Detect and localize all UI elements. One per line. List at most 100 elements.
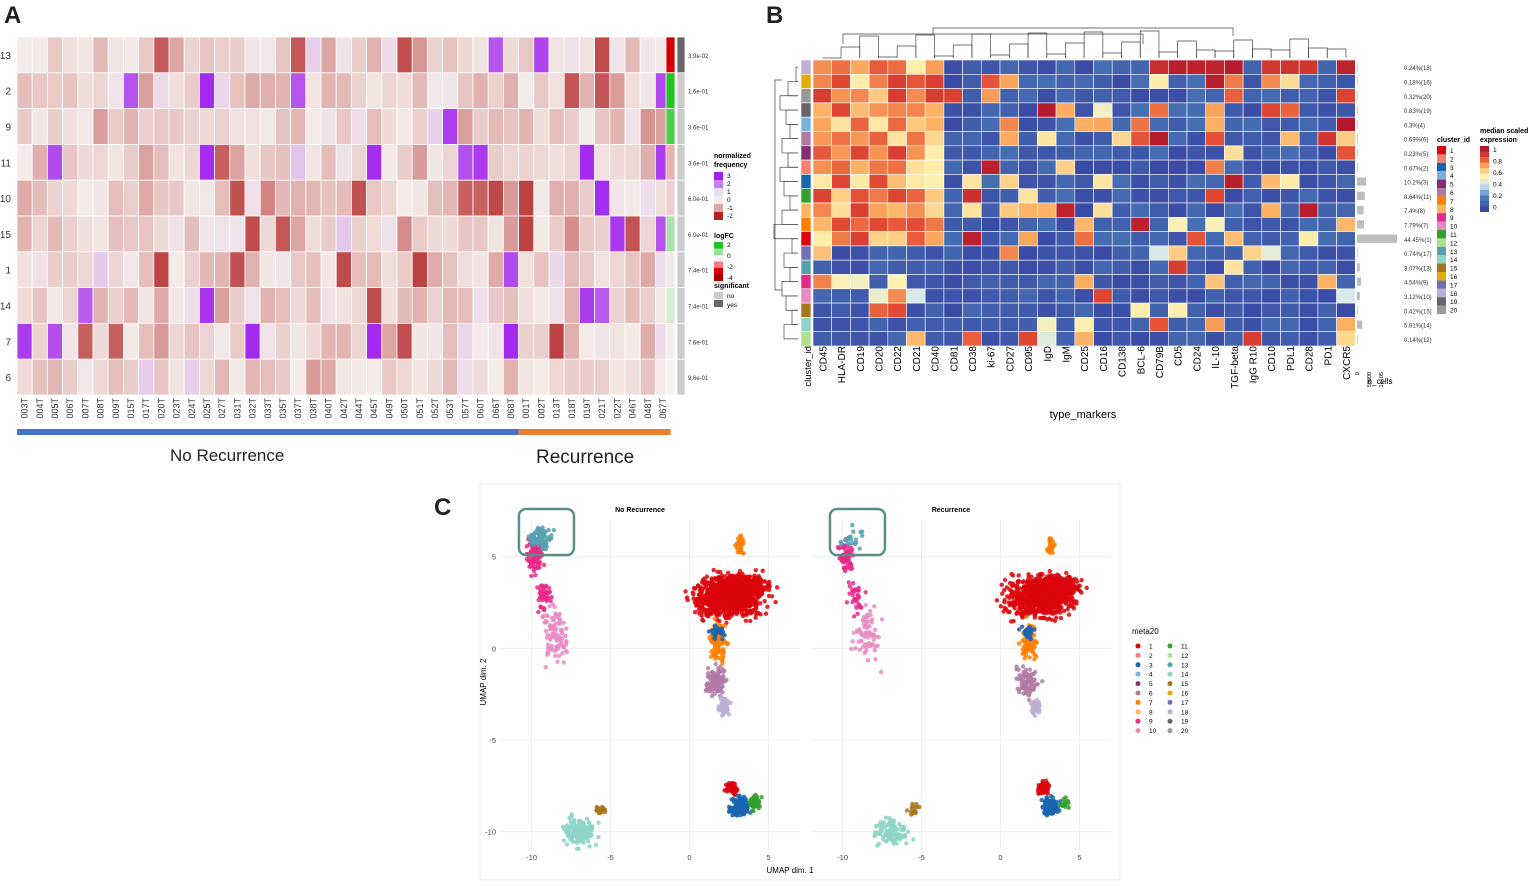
heat-cell-b	[1093, 331, 1113, 347]
umap-point	[752, 607, 758, 612]
heat-cell-b	[1242, 202, 1263, 218]
heat-cell-b	[1205, 202, 1225, 218]
heat-cell-a	[548, 358, 565, 396]
heat-cell-a	[229, 322, 246, 360]
umap-point	[1033, 582, 1038, 587]
heat-cell-b	[1111, 217, 1132, 232]
umap-point	[713, 680, 718, 686]
heat-cell-a	[502, 143, 519, 181]
heat-cell-b	[1111, 259, 1132, 275]
legend-freq-tick: 1	[727, 189, 731, 196]
umap-point	[1001, 587, 1007, 593]
heat-cell-a	[594, 36, 611, 74]
umap-point	[1014, 583, 1019, 589]
umap-point	[1007, 580, 1013, 586]
umap-point	[713, 684, 718, 689]
heat-cell-a	[305, 251, 322, 289]
umap-point	[544, 635, 550, 640]
logfc-cell	[665, 215, 676, 253]
umap-point	[758, 581, 763, 586]
heat-cell-b	[1055, 331, 1076, 347]
heat-cell-a	[457, 322, 474, 360]
heat-cell-b	[1130, 331, 1150, 347]
heat-cell-b	[1280, 188, 1300, 204]
heat-cell-b	[1205, 331, 1225, 347]
n-cells-bar	[1357, 148, 1358, 158]
umap-point	[544, 590, 549, 595]
umap-point	[721, 654, 726, 659]
highlight-box	[517, 507, 576, 557]
heat-cell-b	[1111, 88, 1132, 104]
heat-cell-a	[350, 287, 367, 324]
row-label-a: 13	[0, 51, 11, 62]
column-label-marker: CD38	[968, 346, 979, 372]
heat-cell-a	[457, 72, 474, 110]
heat-cell-b	[1093, 74, 1113, 89]
heat-cell-a	[229, 287, 246, 324]
umap-point	[1079, 577, 1084, 583]
heat-cell-a	[381, 72, 398, 110]
heat-cell-b	[1018, 288, 1038, 304]
legend-cluster-swatch	[1437, 221, 1446, 230]
heat-cell-b	[943, 188, 963, 204]
row-cluster-swatch	[800, 245, 812, 261]
umap-point	[1049, 600, 1055, 606]
heat-cell-a	[579, 108, 596, 145]
row-percent-label: 0.69%(6)	[1404, 138, 1428, 144]
heat-cell-b	[850, 217, 870, 232]
column-label-a: 040T	[324, 397, 334, 418]
umap-point	[751, 587, 757, 593]
heat-cell-b	[1018, 145, 1038, 161]
heat-cell-b	[1242, 217, 1263, 232]
umap-point	[1036, 787, 1041, 792]
column-label-a: 042T	[339, 397, 349, 418]
legend-expr-swatch	[1480, 173, 1489, 179]
heat-cell-b	[1242, 259, 1263, 275]
heat-cell-b	[1280, 217, 1300, 232]
legend-expr-swatch	[1480, 190, 1489, 196]
column-label-marker: PDL1	[1286, 346, 1297, 371]
heat-cell-b	[1224, 245, 1244, 261]
heat-cell-b	[1111, 245, 1132, 261]
umap-point	[557, 637, 562, 642]
heat-cell-a	[290, 108, 307, 145]
umap-point	[699, 604, 705, 609]
heat-cell-b	[943, 317, 963, 332]
umap-point	[566, 829, 571, 835]
umap-point	[729, 577, 734, 583]
umap-point	[1050, 588, 1055, 593]
heat-cell-b	[1186, 317, 1207, 332]
heat-cell-a	[214, 358, 231, 396]
heat-cell-a	[442, 287, 459, 324]
umap-point	[747, 800, 752, 805]
heat-cell-b	[943, 174, 963, 189]
umap-point	[587, 834, 592, 839]
heat-cell-b	[943, 245, 963, 261]
heat-cell-b	[1168, 245, 1188, 261]
umap-point	[561, 660, 566, 665]
n-cells-bar	[1357, 177, 1367, 186]
heat-cell-a	[594, 108, 611, 145]
heat-cell-b	[1074, 88, 1094, 104]
heat-cell-b	[999, 202, 1020, 218]
dendrogram-left-branch	[783, 324, 798, 340]
heat-cell-b	[980, 116, 1001, 132]
legend-cluster-label: 10	[1450, 224, 1458, 231]
heat-cell-a	[229, 108, 246, 145]
umap-point	[719, 701, 725, 706]
heat-cell-a	[624, 358, 641, 396]
row-label-a: 7	[5, 337, 11, 348]
heat-cell-b	[1298, 131, 1319, 147]
heat-cell-b	[924, 145, 945, 161]
heat-cell-b	[1037, 59, 1057, 75]
dendrogram-top-branch	[1177, 40, 1197, 58]
heat-cell-a	[123, 322, 140, 360]
heat-cell-b	[1205, 174, 1225, 189]
column-label-a: 032T	[248, 397, 258, 418]
dendrogram-left-branch	[789, 267, 798, 282]
legend-logfc-swatch	[714, 261, 723, 268]
umap-point	[773, 599, 778, 605]
heat-cell-b	[1242, 188, 1263, 204]
umap-point	[1049, 592, 1055, 597]
heat-cell-b	[924, 217, 945, 232]
